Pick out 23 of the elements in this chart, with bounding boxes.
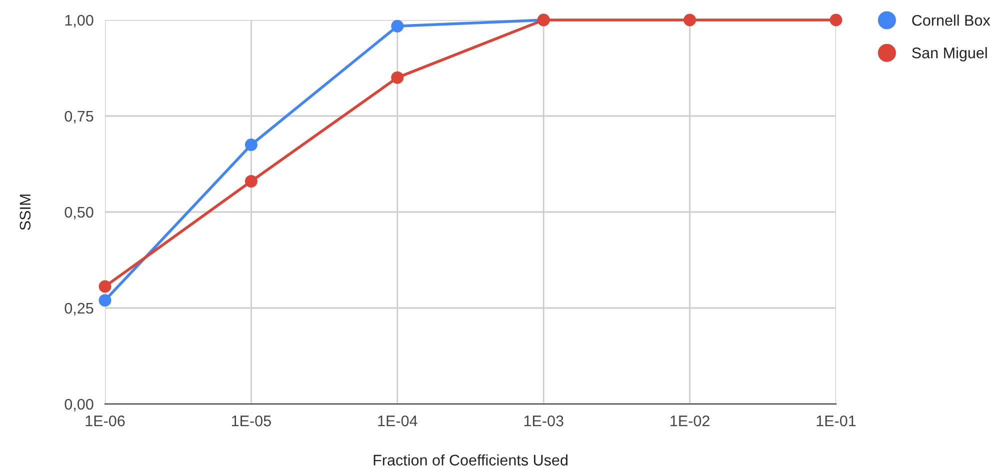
x-tick-label: 1E-02: [670, 416, 710, 426]
x-tick-label: 1E-01: [816, 416, 856, 426]
y-tick-label: 0,25: [64, 302, 94, 316]
x-tick-label: 1E-04: [378, 416, 418, 426]
x-axis-title: Fraction of Coefficients Used: [374, 454, 568, 466]
point: [830, 14, 842, 26]
legend-label: Cornell Box: [912, 14, 990, 26]
point: [244, 138, 258, 152]
x-tick-label: 1E-06: [86, 416, 125, 426]
y-tick-label: 0,75: [64, 110, 94, 124]
point: [391, 71, 404, 84]
point: [391, 20, 404, 32]
point: [244, 175, 258, 188]
point: [684, 14, 696, 26]
x-tick-label: 1E-03: [524, 416, 564, 426]
legend-label: San Miguel: [912, 47, 987, 62]
y-tick-label: 1,00: [65, 14, 94, 28]
x-tick-label: 1E-05: [232, 416, 271, 426]
point: [98, 294, 112, 307]
y-tick-label: 0,50: [64, 206, 94, 220]
point: [98, 280, 112, 293]
y-axis-title: SSIM: [20, 194, 31, 230]
y-tick-label: 0,00: [64, 398, 94, 412]
